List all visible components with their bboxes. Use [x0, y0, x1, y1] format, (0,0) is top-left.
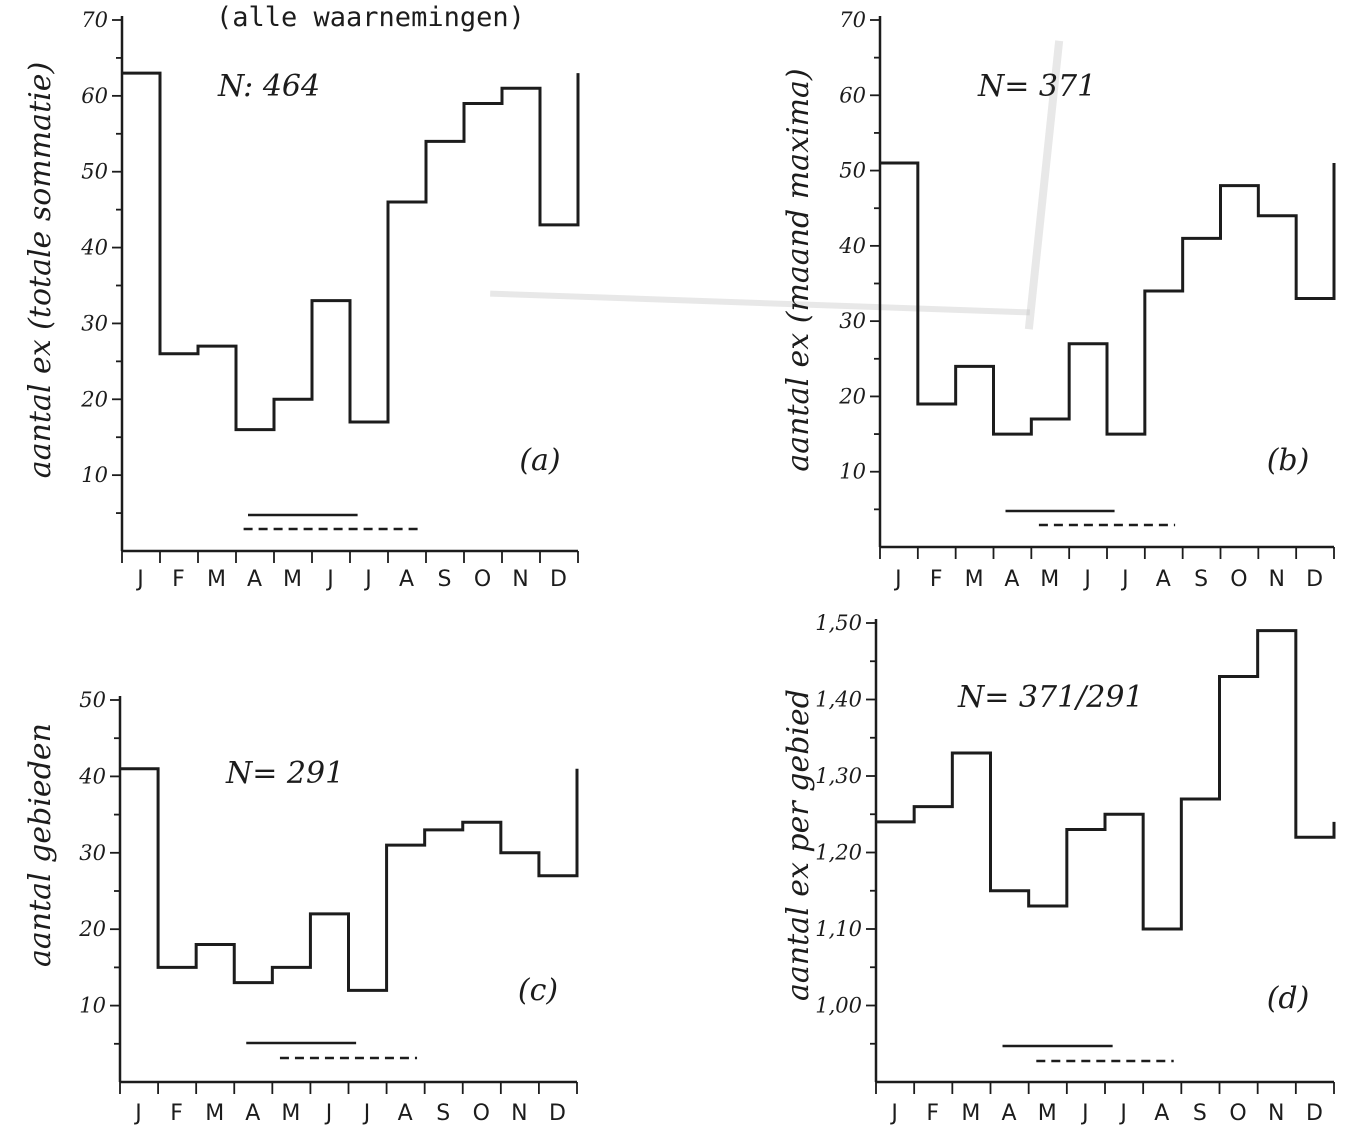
- month-label: F: [172, 567, 186, 592]
- series-step-line: [122, 71, 580, 432]
- month-label: J: [133, 1101, 143, 1126]
- month-label: A: [1004, 567, 1020, 592]
- month-label: J: [889, 1101, 899, 1126]
- panel-label: (b): [1267, 443, 1310, 478]
- month-label: D: [1306, 567, 1324, 592]
- y-tick-label: 20: [838, 384, 866, 408]
- y-tick-label: 10: [839, 460, 866, 484]
- panel-label: (c): [518, 973, 558, 1008]
- month-label: M: [281, 1101, 301, 1126]
- month-label: A: [1154, 1101, 1170, 1126]
- y-tick-label: 30: [79, 841, 106, 865]
- month-label: A: [1156, 567, 1172, 592]
- month-label: N: [1268, 1101, 1285, 1126]
- month-label: J: [1120, 567, 1130, 592]
- y-axis-label: aantal ex per gebied: [781, 689, 816, 1001]
- y-tick-label: 20: [80, 387, 108, 411]
- month-label: J: [135, 567, 145, 592]
- photocopy-smudges: [490, 40, 1064, 330]
- y-tick-label: 70: [81, 8, 108, 32]
- y-tick-label: 1,30: [815, 764, 862, 788]
- series-step-line: [880, 161, 1336, 436]
- y-axis-label: aantal gebieden: [23, 723, 58, 967]
- n-label: N= 291: [225, 756, 344, 791]
- month-label: S: [1194, 567, 1209, 592]
- y-tick-label: 50: [839, 159, 866, 183]
- month-label: O: [474, 567, 492, 592]
- month-label: J: [1082, 567, 1092, 592]
- y-tick-label: 40: [838, 234, 866, 258]
- month-label: M: [965, 567, 985, 592]
- month-label: N: [512, 567, 529, 592]
- y-tick-label: 1,20: [815, 841, 862, 865]
- y-tick-label: 50: [81, 160, 108, 184]
- month-label: A: [247, 567, 263, 592]
- y-tick-label: 30: [839, 309, 866, 333]
- n-label: N: 464: [217, 69, 320, 104]
- y-tick-label: 10: [79, 994, 106, 1018]
- month-label: F: [926, 1101, 940, 1126]
- chart-panel-d: 1,001,101,201,301,401,50J F M A M J J A S O N DN= 3…: [781, 611, 1336, 1126]
- month-label: A: [245, 1101, 261, 1126]
- y-tick-label: 70: [839, 8, 866, 32]
- y-tick-label: 40: [80, 236, 108, 260]
- y-tick-label: 50: [79, 688, 106, 712]
- y-tick-label: 1,40: [815, 688, 862, 712]
- month-label: D: [1306, 1101, 1324, 1126]
- month-label: O: [473, 1101, 491, 1126]
- month-label: F: [170, 1101, 184, 1126]
- header-note: (alle waarnemingen): [216, 2, 525, 33]
- series-step-line: [120, 767, 579, 992]
- month-label: J: [362, 1101, 372, 1126]
- month-label: O: [1229, 1101, 1247, 1126]
- month-label: F: [930, 567, 944, 592]
- panel-label: (d): [1267, 981, 1310, 1016]
- y-tick-label: 60: [81, 84, 108, 108]
- month-label: J: [324, 1101, 334, 1126]
- month-label: D: [550, 567, 568, 592]
- month-label: S: [438, 567, 453, 592]
- month-label: M: [1040, 567, 1060, 592]
- month-label: M: [283, 567, 303, 592]
- month-label: J: [1118, 1101, 1128, 1126]
- month-label: M: [207, 567, 227, 592]
- month-label: M: [1038, 1101, 1058, 1126]
- y-tick-label: 1,50: [815, 611, 862, 635]
- y-tick-label: 1,10: [815, 917, 862, 941]
- month-label: D: [549, 1101, 567, 1126]
- month-label: S: [436, 1101, 451, 1126]
- month-label: M: [961, 1101, 981, 1126]
- month-label: A: [399, 567, 415, 592]
- month-label: A: [1002, 1101, 1018, 1126]
- month-label: O: [1230, 567, 1248, 592]
- month-label: J: [363, 567, 373, 592]
- panel-label: (a): [519, 443, 560, 478]
- month-label: J: [1080, 1101, 1090, 1126]
- y-tick-label: 10: [81, 463, 108, 487]
- y-tick-label: 20: [78, 917, 106, 941]
- y-tick-label: 60: [839, 83, 866, 107]
- y-tick-label: 30: [81, 311, 108, 335]
- n-label: N= 371/291: [957, 680, 1144, 715]
- y-tick-label: 40: [78, 764, 106, 788]
- month-label: J: [325, 567, 335, 592]
- month-label: S: [1193, 1101, 1208, 1126]
- n-label: N= 371: [977, 69, 1096, 104]
- y-axis-label: aantal ex (totale sommatie): [23, 62, 58, 478]
- month-label: M: [205, 1101, 225, 1126]
- series-step-line: [876, 629, 1336, 931]
- y-tick-label: 1,00: [815, 994, 862, 1018]
- month-label: A: [398, 1101, 414, 1126]
- month-label: J: [893, 567, 903, 592]
- y-axis-label: aantal ex (maand maxima): [781, 68, 816, 471]
- month-label: N: [511, 1101, 528, 1126]
- month-label: N: [1269, 567, 1286, 592]
